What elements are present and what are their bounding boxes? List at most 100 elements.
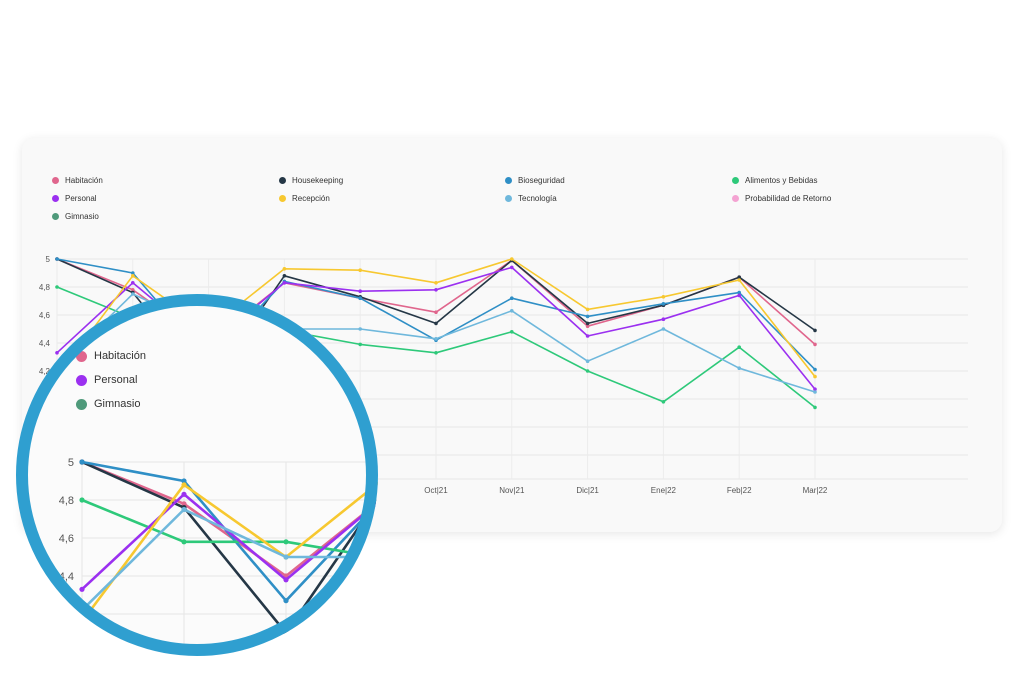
data-point [79, 586, 85, 592]
data-point [510, 257, 514, 261]
y-tick-label: 4,2 [39, 367, 51, 376]
legend-label: Housekeeping [292, 176, 344, 185]
zoom-legend-label: Gimnasio [94, 398, 141, 410]
data-point [585, 334, 590, 338]
y-tick-label: 4,6 [39, 311, 51, 320]
data-point [661, 400, 666, 404]
data-point [434, 310, 438, 315]
zoom-grid [81, 461, 378, 656]
data-point [661, 327, 666, 331]
legend-label: Habitación [65, 176, 103, 185]
series-line [81, 460, 378, 635]
zoom-legend-item-personal[interactable]: Personal [76, 374, 137, 386]
legend-dot-icon [279, 195, 286, 202]
legend-label: Gimnasio [65, 212, 99, 221]
legend-dot-icon [732, 177, 739, 184]
data-point [283, 554, 289, 560]
data-point [585, 307, 590, 312]
data-point [434, 351, 438, 355]
series-line [81, 460, 378, 603]
data-point [79, 497, 85, 503]
x-tick-label: Feb|22 [727, 486, 752, 495]
legend-label: Tecnología [518, 194, 557, 203]
zoom-legend-item-gimnasio[interactable]: Gimnasio [76, 398, 140, 410]
legend-label: Alimentos y Bebidas [745, 176, 818, 185]
legend-item-tecnologia[interactable]: Tecnología [505, 194, 557, 203]
data-point [813, 342, 817, 347]
zoom-lens: 5 4,8 4,6 4,4 Habitación Personal Gimnasio [16, 294, 378, 656]
data-point [358, 268, 363, 273]
legend-label: Probabilidad de Retorno [745, 194, 832, 203]
zoom-series-alimentos-y-bebidas [79, 497, 378, 559]
legend-dot-icon [76, 374, 87, 386]
zoom-magnifier: 5 4,8 4,6 4,4 Habitación Personal Gimnasio [16, 294, 378, 656]
legend-item-housekeeping[interactable]: Housekeeping [279, 176, 343, 185]
data-point [358, 289, 363, 294]
legend-item-habitacion[interactable]: Habitación [52, 176, 103, 185]
data-point [585, 314, 590, 319]
data-point [79, 619, 85, 625]
data-point [737, 345, 741, 350]
data-point [55, 257, 59, 261]
data-point [282, 281, 287, 285]
zoom-y-tick-label: 4,6 [59, 533, 74, 545]
data-point [737, 275, 741, 280]
zoom-series-housekeeping [79, 459, 378, 636]
data-point [181, 482, 187, 488]
data-point [282, 274, 287, 278]
legend-dot-icon [52, 177, 59, 184]
data-point [585, 359, 590, 364]
data-point [55, 285, 59, 289]
data-point [434, 337, 438, 341]
data-point [510, 330, 514, 334]
zoom-y-tick-label: 4,8 [59, 495, 74, 507]
legend-item-probabilidad-de-retorno[interactable]: Probabilidad de Retorno [732, 194, 831, 203]
legend-item-gimnasio[interactable]: Gimnasio [52, 212, 99, 221]
data-point [510, 309, 514, 313]
data-point [131, 288, 135, 292]
zoom-series-bioseguridad [79, 459, 378, 604]
series-line [81, 508, 378, 612]
data-point [358, 327, 363, 331]
legend-item-bioseguridad[interactable]: Bioseguridad [505, 176, 565, 185]
x-tick-label: Mar|22 [803, 486, 828, 495]
series-line [81, 498, 378, 559]
zoom-y-tick-label: 5 [68, 457, 74, 469]
legend-dot-icon [52, 213, 59, 220]
legend-item-alimentos-y-bebidas[interactable]: Alimentos y Bebidas [732, 176, 817, 185]
data-point [813, 367, 817, 372]
data-point [737, 366, 741, 371]
legend-item-recepcion[interactable]: Recepción [279, 194, 330, 203]
data-point [737, 293, 741, 298]
data-point [131, 271, 135, 275]
data-point [358, 342, 363, 347]
data-point [434, 288, 438, 292]
legend-item-personal[interactable]: Personal [52, 194, 97, 203]
data-point [585, 324, 590, 329]
data-point [585, 321, 590, 326]
zoom-legend-item-habitacion[interactable]: Habitación [76, 350, 146, 362]
data-point [181, 478, 187, 484]
legend-dot-icon [505, 177, 512, 184]
data-point [181, 501, 187, 507]
series-line [80, 481, 378, 623]
data-point [813, 390, 817, 394]
data-point [813, 328, 817, 333]
data-point [661, 295, 666, 299]
data-point [283, 539, 289, 545]
data-point [434, 281, 438, 285]
data-point [181, 491, 187, 497]
zoom-y-tick-label: 4,4 [59, 571, 74, 583]
legend-dot-icon [76, 350, 87, 362]
zoom-series-tecnologia [79, 506, 378, 613]
data-point [181, 506, 187, 513]
data-point [55, 351, 59, 355]
series-line [81, 493, 378, 591]
legend-dot-icon [52, 195, 59, 202]
data-point [131, 274, 135, 278]
data-point [510, 265, 514, 270]
legend-dot-icon [279, 177, 286, 184]
data-point [661, 302, 666, 306]
y-tick-label: 5 [46, 255, 51, 264]
data-point [510, 296, 514, 301]
